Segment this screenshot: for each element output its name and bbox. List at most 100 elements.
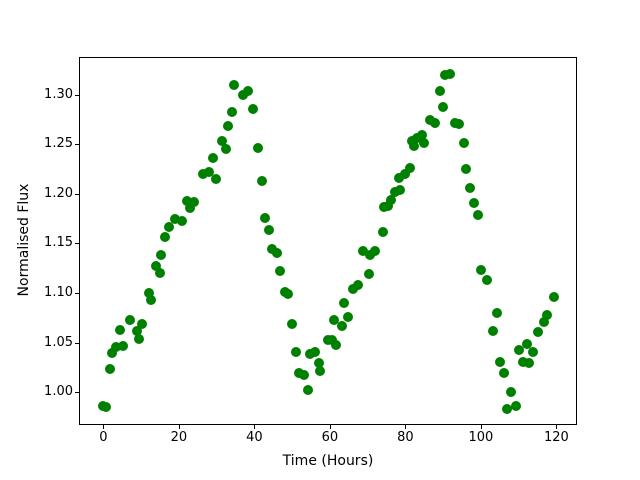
y-tick-mark [75, 243, 79, 245]
data-point [313, 358, 324, 369]
y-tick-label: 1.25 [44, 136, 73, 152]
y-tick-label: 1.10 [44, 285, 73, 301]
data-point [282, 289, 293, 300]
data-point [188, 196, 199, 207]
data-point [170, 213, 181, 224]
data-point [409, 141, 420, 152]
data-point [487, 325, 498, 336]
data-point [400, 169, 411, 180]
x-tick-label: 80 [397, 430, 414, 445]
y-tick-label: 1.20 [44, 185, 73, 201]
y-tick-mark [75, 293, 79, 295]
data-point [143, 288, 154, 299]
data-point [435, 85, 446, 96]
data-point [527, 346, 538, 357]
x-tick-mark [480, 425, 482, 429]
x-tick-label: 60 [321, 430, 339, 445]
x-tick-label: 0 [99, 430, 108, 445]
data-point [315, 366, 326, 377]
data-point [513, 344, 524, 355]
x-tick-mark [103, 425, 105, 429]
data-point [151, 261, 162, 272]
data-point [464, 182, 475, 193]
data-point [353, 280, 364, 291]
data-point [365, 250, 376, 261]
x-tick-label: 100 [468, 430, 494, 445]
data-point [164, 221, 175, 232]
data-point [229, 79, 240, 90]
data-point [207, 153, 218, 164]
data-point [438, 101, 449, 112]
data-point [419, 138, 430, 149]
data-point [336, 320, 347, 331]
y-tick-label: 1.30 [44, 86, 73, 102]
data-point [347, 284, 358, 295]
x-tick-mark [556, 425, 558, 429]
data-point [492, 307, 503, 318]
data-point [386, 194, 397, 205]
data-point [271, 248, 282, 259]
data-point [226, 106, 237, 117]
data-point [453, 119, 464, 130]
y-tick-mark [75, 193, 79, 195]
data-point [481, 275, 492, 286]
data-point [310, 346, 321, 357]
x-tick-label: 40 [246, 430, 263, 445]
data-point [521, 338, 532, 349]
data-point [298, 370, 309, 381]
data-point [104, 364, 115, 375]
data-point [136, 318, 147, 329]
data-point [327, 334, 338, 345]
data-point [494, 356, 505, 367]
data-point [458, 138, 469, 149]
data-point [124, 314, 135, 325]
data-point [469, 197, 480, 208]
data-point [115, 324, 126, 335]
data-point [290, 346, 301, 357]
data-point [524, 357, 535, 368]
data-point [107, 347, 118, 358]
data-point [222, 121, 233, 132]
data-point [363, 269, 374, 280]
data-point [118, 340, 129, 351]
data-point [248, 103, 259, 114]
data-point [429, 118, 440, 129]
data-point [510, 401, 521, 412]
data-point [329, 314, 340, 325]
data-point [132, 325, 143, 336]
data-point [541, 309, 552, 320]
data-point [548, 292, 559, 303]
data-point [211, 174, 222, 184]
x-tick-label: 20 [170, 430, 188, 445]
data-point [461, 164, 472, 175]
data-point [445, 68, 456, 79]
data-point [145, 295, 156, 306]
data-point [133, 333, 144, 344]
data-point [416, 130, 427, 141]
data-point [156, 250, 167, 261]
data-point [378, 226, 389, 237]
y-tick-label: 1.00 [44, 384, 73, 400]
y-tick-label: 1.15 [44, 235, 73, 251]
data-point [383, 200, 394, 211]
data-point [160, 231, 171, 242]
data-point [412, 133, 423, 144]
y-tick-mark [75, 94, 79, 96]
data-point [111, 341, 122, 352]
data-point [404, 163, 415, 174]
data-point [476, 265, 487, 276]
data-point [216, 136, 227, 147]
x-tick-mark [329, 425, 331, 429]
data-point [501, 404, 512, 415]
data-point [506, 387, 517, 398]
data-point [532, 326, 543, 337]
data-point [358, 246, 369, 257]
data-point [185, 202, 196, 213]
x-tick-label: 120 [543, 430, 569, 445]
data-point [538, 316, 549, 327]
data-point [395, 184, 406, 195]
data-point [177, 215, 188, 226]
y-tick-mark [75, 342, 79, 344]
data-point [287, 318, 298, 329]
